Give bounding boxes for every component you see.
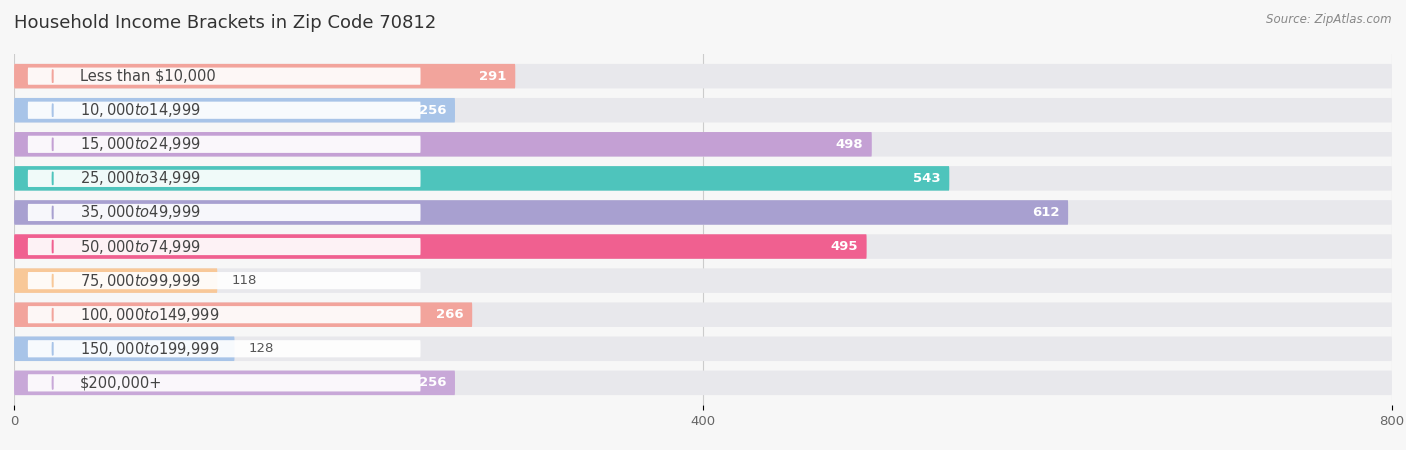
FancyBboxPatch shape (14, 234, 1392, 259)
Text: 612: 612 (1032, 206, 1060, 219)
FancyBboxPatch shape (14, 64, 1392, 88)
FancyBboxPatch shape (28, 68, 420, 85)
FancyBboxPatch shape (14, 234, 866, 259)
FancyBboxPatch shape (14, 166, 949, 191)
FancyBboxPatch shape (28, 374, 420, 392)
Text: Less than $10,000: Less than $10,000 (80, 69, 217, 84)
FancyBboxPatch shape (28, 170, 420, 187)
Text: 256: 256 (419, 104, 446, 117)
FancyBboxPatch shape (14, 371, 456, 395)
FancyBboxPatch shape (14, 200, 1392, 225)
Text: $50,000 to $74,999: $50,000 to $74,999 (80, 238, 201, 256)
Text: $100,000 to $149,999: $100,000 to $149,999 (80, 306, 219, 324)
Text: $75,000 to $99,999: $75,000 to $99,999 (80, 272, 201, 290)
FancyBboxPatch shape (14, 166, 1392, 191)
FancyBboxPatch shape (14, 132, 1392, 157)
FancyBboxPatch shape (14, 371, 1392, 395)
FancyBboxPatch shape (14, 132, 872, 157)
Text: 498: 498 (835, 138, 863, 151)
FancyBboxPatch shape (28, 340, 420, 357)
FancyBboxPatch shape (14, 268, 218, 293)
Text: 128: 128 (249, 342, 274, 355)
FancyBboxPatch shape (14, 337, 1392, 361)
Text: 256: 256 (419, 376, 446, 389)
FancyBboxPatch shape (28, 272, 420, 289)
Text: 266: 266 (436, 308, 464, 321)
Text: Source: ZipAtlas.com: Source: ZipAtlas.com (1267, 14, 1392, 27)
FancyBboxPatch shape (28, 102, 420, 119)
Text: $200,000+: $200,000+ (80, 375, 163, 390)
FancyBboxPatch shape (14, 98, 1392, 122)
FancyBboxPatch shape (14, 200, 1069, 225)
Text: Household Income Brackets in Zip Code 70812: Household Income Brackets in Zip Code 70… (14, 14, 436, 32)
Text: 118: 118 (231, 274, 256, 287)
FancyBboxPatch shape (28, 204, 420, 221)
Text: $35,000 to $49,999: $35,000 to $49,999 (80, 203, 201, 221)
Text: 495: 495 (831, 240, 858, 253)
FancyBboxPatch shape (14, 337, 235, 361)
FancyBboxPatch shape (14, 302, 472, 327)
Text: 291: 291 (479, 70, 506, 83)
Text: $15,000 to $24,999: $15,000 to $24,999 (80, 135, 201, 153)
FancyBboxPatch shape (14, 64, 515, 88)
Text: $25,000 to $34,999: $25,000 to $34,999 (80, 169, 201, 187)
Text: 543: 543 (912, 172, 941, 185)
FancyBboxPatch shape (14, 302, 1392, 327)
FancyBboxPatch shape (14, 98, 456, 122)
FancyBboxPatch shape (28, 238, 420, 255)
FancyBboxPatch shape (28, 136, 420, 153)
FancyBboxPatch shape (28, 306, 420, 323)
Text: $150,000 to $199,999: $150,000 to $199,999 (80, 340, 219, 358)
FancyBboxPatch shape (14, 268, 1392, 293)
Text: $10,000 to $14,999: $10,000 to $14,999 (80, 101, 201, 119)
